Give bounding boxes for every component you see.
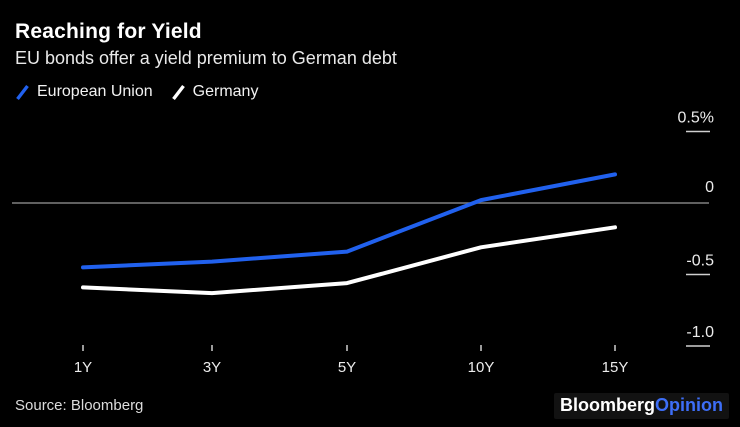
slash-icon-germany bbox=[171, 84, 185, 100]
legend-item-germany: Germany bbox=[170, 83, 259, 101]
bloomberg-opinion-logo: BloombergOpinion bbox=[554, 393, 729, 419]
slash-icon-eu bbox=[16, 84, 29, 100]
page-subtitle: EU bonds offer a yield premium to German… bbox=[15, 48, 397, 68]
logo-bloomberg-text: Bloomberg bbox=[560, 395, 656, 415]
legend-item-european-union: European Union bbox=[14, 83, 153, 101]
x-axis-tick-label: 15Y bbox=[602, 359, 629, 376]
x-axis-tick-label: 3Y bbox=[203, 359, 221, 376]
source-label: Source: Bloomberg bbox=[15, 397, 144, 414]
x-axis-tick-label: 10Y bbox=[468, 359, 495, 376]
legend: European Union Germany bbox=[14, 83, 258, 101]
series-line-european-union bbox=[81, 172, 617, 270]
x-axis-tick-label: 5Y bbox=[338, 359, 356, 376]
y-axis-tick-label: 0.5% bbox=[678, 110, 714, 127]
x-axis-tick-label: 1Y bbox=[74, 359, 92, 376]
page-title: Reaching for Yield bbox=[15, 20, 202, 43]
y-axis-tick-label: -0.5 bbox=[686, 253, 714, 270]
y-axis-tick-label: -1.0 bbox=[686, 324, 714, 341]
logo-opinion-text: Opinion bbox=[655, 395, 723, 415]
legend-label-germany: Germany bbox=[192, 83, 259, 100]
legend-label-european-union: European Union bbox=[37, 83, 153, 100]
y-axis-tick-label: 0 bbox=[705, 179, 714, 196]
series-line-germany bbox=[81, 225, 617, 296]
